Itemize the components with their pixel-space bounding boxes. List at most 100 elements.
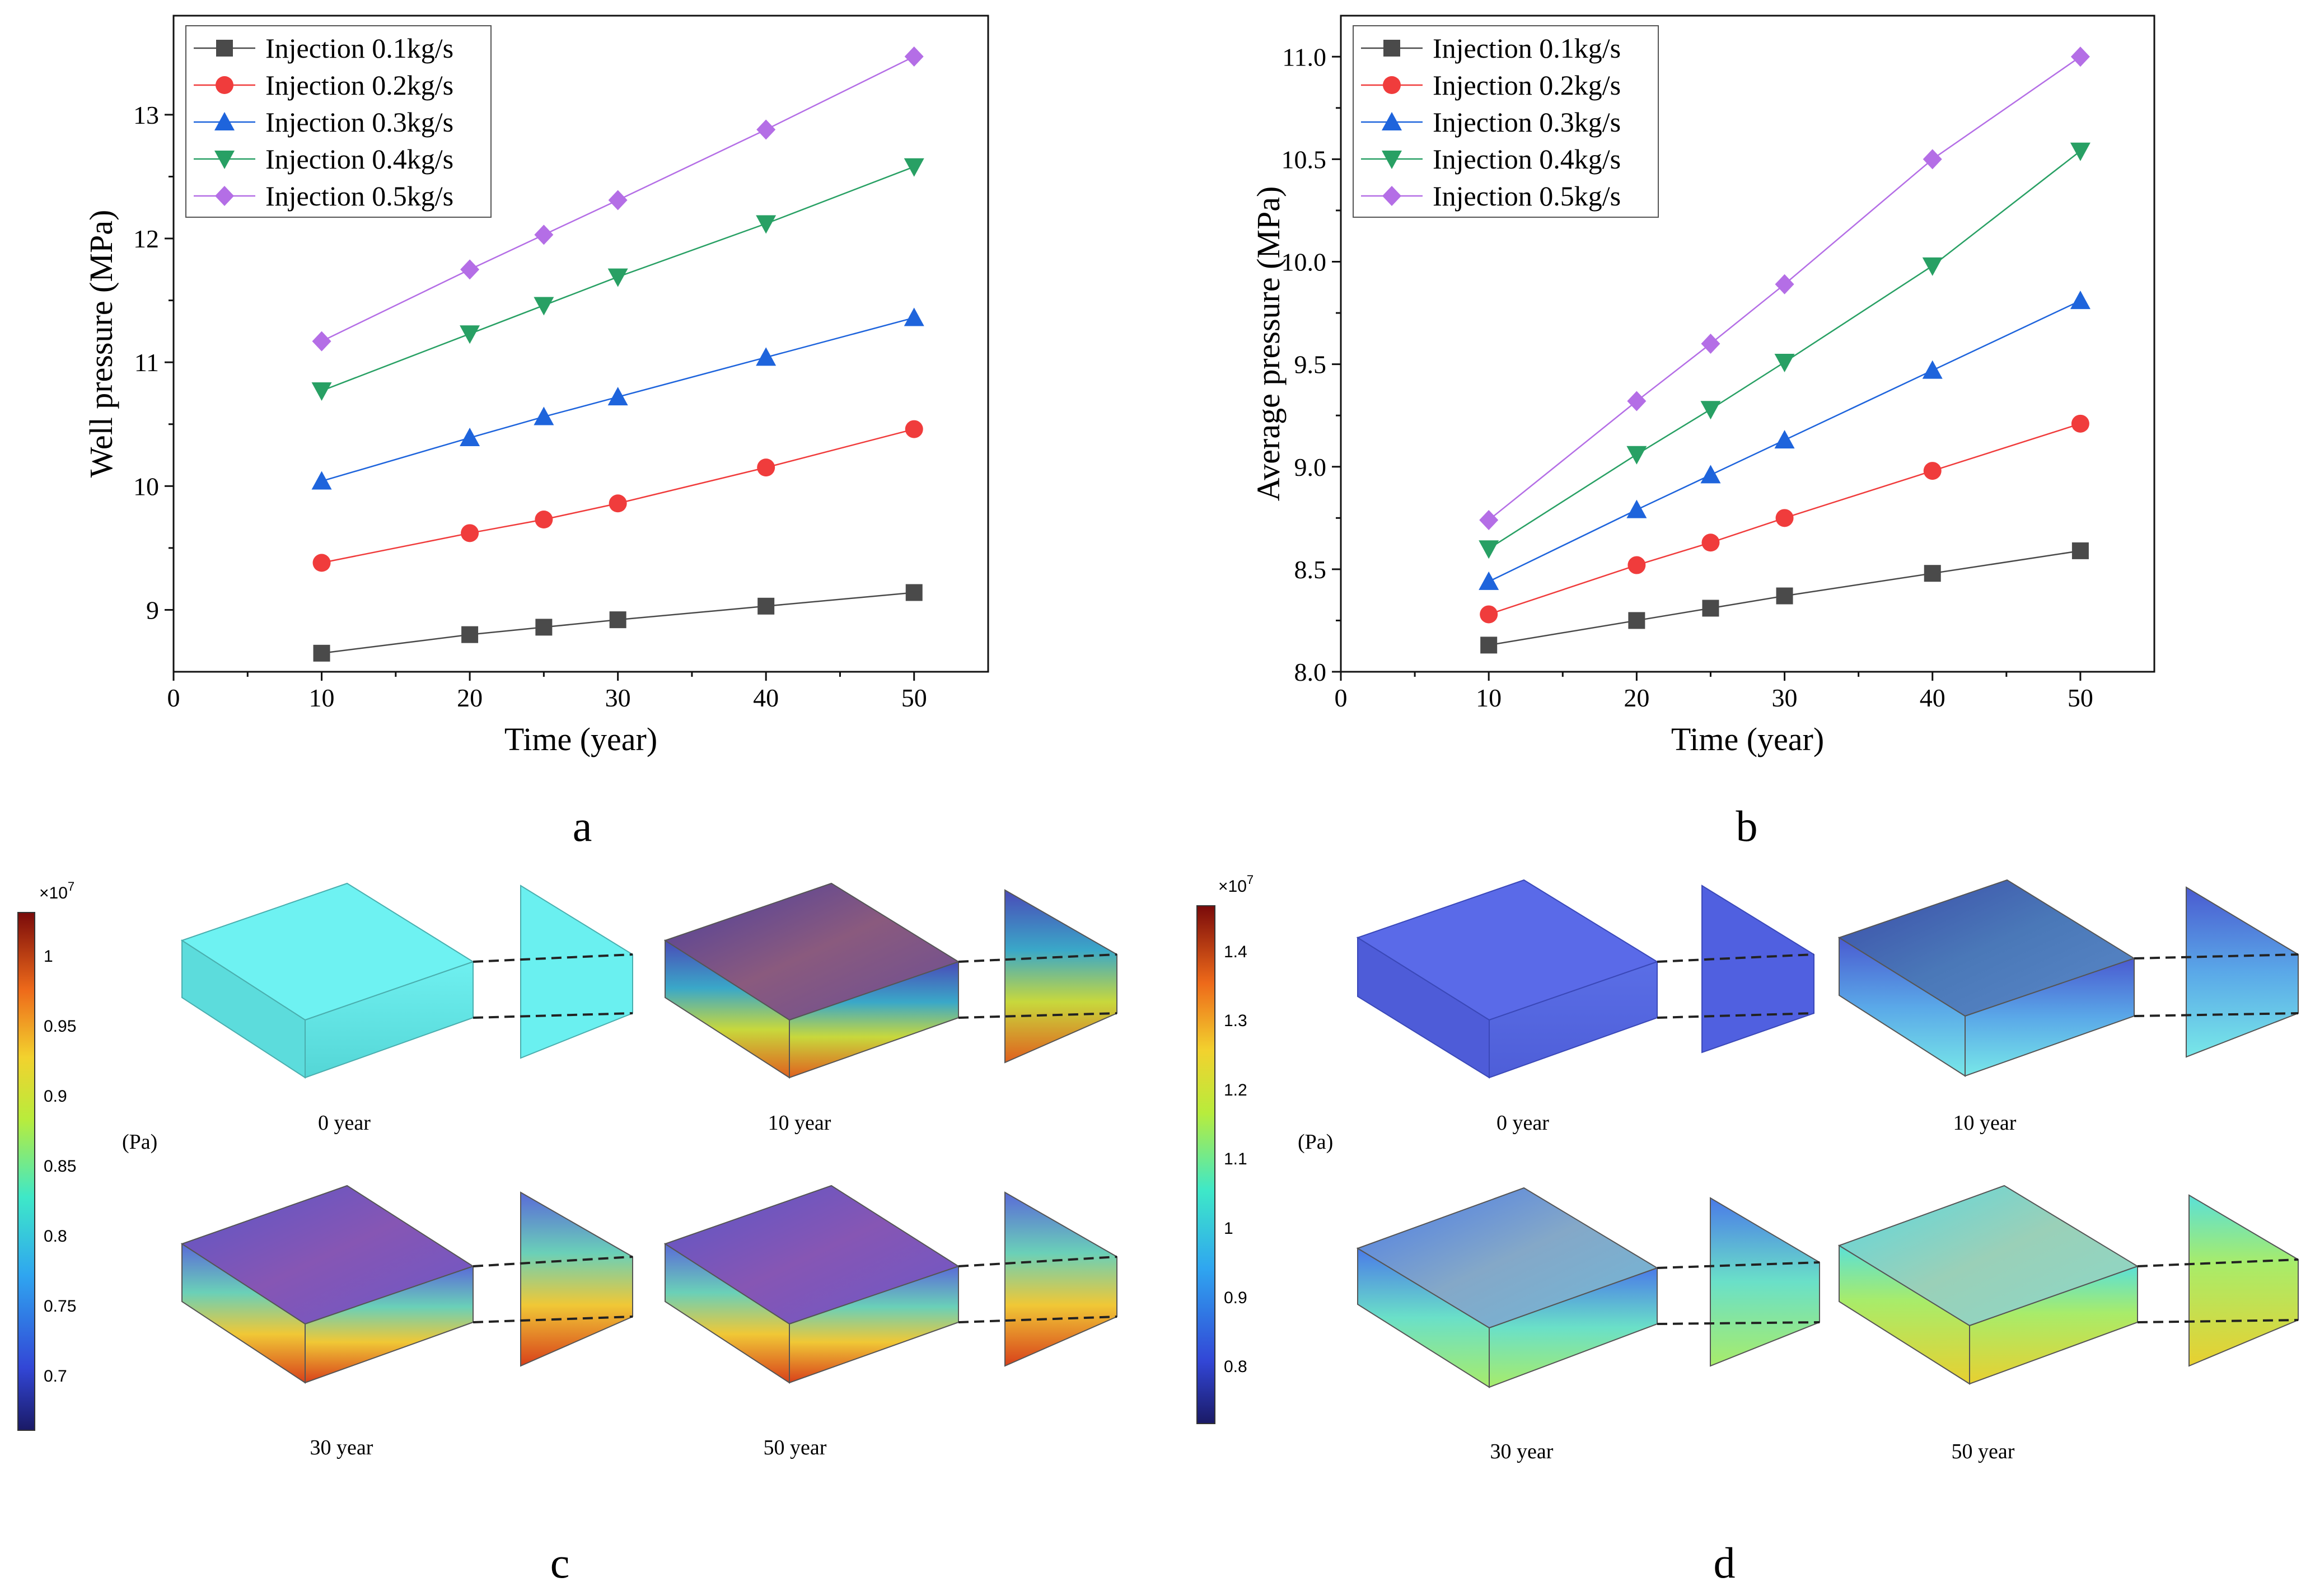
snapshot-caption: 30 year <box>1490 1440 1554 1463</box>
data-point <box>312 331 331 352</box>
x-axis-label: Time (year) <box>504 721 657 757</box>
data-point <box>905 420 923 438</box>
colorbar-c-bar <box>17 912 35 1431</box>
data-point <box>534 297 554 316</box>
data-point <box>609 611 626 629</box>
data-point <box>1627 391 1647 411</box>
y-axis-label: Average pressure (MPa) <box>1250 186 1287 502</box>
snapshot-caption: 10 year <box>1953 1111 2017 1135</box>
snapshot-c-10: 10 year <box>663 882 1117 1135</box>
snapshot-d-0: 0 year <box>1356 879 1814 1135</box>
series-line <box>321 317 915 482</box>
data-point <box>2071 414 2089 433</box>
x-axis-label: Time (year) <box>1671 721 1824 757</box>
legend-label: Injection 0.5kg/s <box>265 180 453 212</box>
x-tick-label: 30 <box>605 684 631 712</box>
data-point <box>607 387 628 406</box>
series-line <box>321 428 915 564</box>
colorbar-c-tick: 0.85 <box>44 1157 76 1176</box>
data-point <box>1922 360 1943 379</box>
snapshot-caption: 0 year <box>1496 1111 1549 1135</box>
legend-marker <box>1383 40 1400 57</box>
x-tick-label: 30 <box>1772 684 1798 712</box>
y-tick-label: 9.0 <box>1294 453 1327 481</box>
snapshot-d-10: 10 year <box>1837 879 2299 1135</box>
legend-label: Injection 0.1kg/s <box>1433 32 1621 64</box>
y-tick-label: 11 <box>134 348 159 377</box>
data-point <box>535 619 553 636</box>
data-point <box>2070 142 2090 161</box>
panel-label-b: b <box>1736 802 1758 850</box>
snapshot-caption: 0 year <box>318 1111 371 1135</box>
data-point <box>607 268 628 287</box>
colorbar-d-unit: (Pa) <box>1298 1130 1333 1154</box>
data-point <box>2071 542 2089 559</box>
x-tick-label: 40 <box>753 684 779 712</box>
colorbar-d-tick: 1.2 <box>1224 1081 1247 1099</box>
y-tick-label: 9 <box>146 596 159 624</box>
data-point <box>2070 46 2090 67</box>
data-point <box>311 382 332 401</box>
data-point <box>460 325 480 344</box>
data-point <box>757 597 775 615</box>
y-tick-label: 10.0 <box>1282 248 1327 277</box>
data-point <box>1700 401 1721 420</box>
legend-marker <box>214 151 235 169</box>
colorbar-d-tick: 1.3 <box>1224 1012 1247 1030</box>
legend-marker <box>1382 112 1402 130</box>
snapshot-caption: 50 year <box>764 1436 827 1459</box>
chart-b: 0 10 20 30 40 50 8.0 8.5 9.0 9.5 10.0 10.5 11.0 Time … <box>1250 15 2155 757</box>
legend-marker <box>215 186 234 206</box>
legend-label: Injection 0.3kg/s <box>1433 106 1621 138</box>
y-tick-label: 13 <box>133 101 159 129</box>
colorbar-c-unit: (Pa) <box>122 1130 157 1154</box>
data-point <box>1701 533 1720 552</box>
data-point <box>534 224 554 245</box>
chart-a: 0 10 20 30 40 50 9 10 11 12 13 Time (year) Well pres… <box>83 15 989 757</box>
data-point <box>1776 587 1793 605</box>
data-point <box>608 190 628 210</box>
series-line <box>321 55 915 342</box>
plot-frame <box>1340 15 2155 673</box>
data-point <box>1626 499 1647 518</box>
colorbar-d-bar <box>1196 905 1215 1424</box>
snapshot-c-30: 30 year <box>180 1185 633 1459</box>
legend-marker <box>1383 76 1401 94</box>
snapshot-d-30: 30 year <box>1356 1187 1820 1463</box>
data-point <box>1479 571 1499 590</box>
data-point <box>1702 600 1719 617</box>
data-point <box>1923 149 1942 170</box>
colorbar-d-tick: 0.8 <box>1224 1358 1247 1376</box>
series-line <box>1488 56 2081 521</box>
data-point <box>461 524 479 542</box>
colorbar-c: ×107 1 0.95 0.9 0.85 0.8 0.75 0.7 (Pa) <box>17 879 157 1431</box>
data-point <box>1628 612 1645 629</box>
data-point <box>1480 605 1498 624</box>
data-point <box>609 494 627 513</box>
x-tick-label: 50 <box>901 684 927 712</box>
y-tick-label: 12 <box>133 224 159 253</box>
data-point <box>904 158 924 177</box>
series-line <box>321 592 914 654</box>
data-point <box>756 119 776 140</box>
legend-label: Injection 0.4kg/s <box>1433 143 1621 175</box>
x-tick-label: 10 <box>1476 684 1502 712</box>
series-line <box>1488 423 2081 615</box>
data-point <box>1922 257 1943 276</box>
y-axis-label: Well pressure (MPa) <box>83 210 119 478</box>
snapshot-caption: 30 year <box>310 1436 373 1459</box>
colorbar-c-tick: 1 <box>44 947 53 966</box>
colorbar-d-tick: 1.1 <box>1224 1150 1247 1168</box>
y-tick-label: 10 <box>133 472 159 500</box>
legend-label: Injection 0.5kg/s <box>1433 180 1621 212</box>
colorbar-c-tick: 0.7 <box>44 1367 67 1386</box>
legend-label: Injection 0.1kg/s <box>265 32 453 64</box>
data-point <box>311 471 332 490</box>
x-tick-label: 0 <box>1335 684 1348 712</box>
colorbar-d-exponent: ×107 <box>1218 873 1254 896</box>
x-tick-label: 20 <box>457 684 483 712</box>
data-point <box>1479 540 1499 559</box>
x-tick-label: 0 <box>167 684 180 712</box>
snapshot-caption: 10 year <box>768 1111 831 1135</box>
